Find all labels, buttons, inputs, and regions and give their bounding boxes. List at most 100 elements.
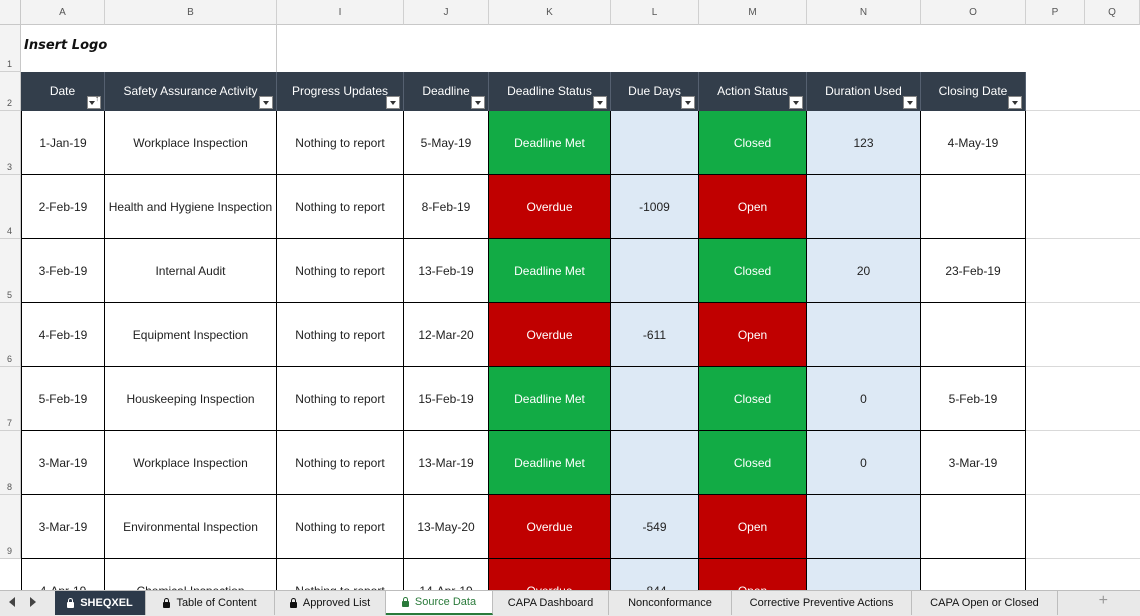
table-cell[interactable]: 2-Feb-19 <box>21 175 105 239</box>
table-cell[interactable]: 0 <box>807 431 921 495</box>
table-cell[interactable]: 13-May-20 <box>404 495 489 559</box>
row-header-6[interactable]: 6 <box>0 303 21 367</box>
sheet-tab-capa-open-or-closed[interactable]: CAPA Open or Closed <box>912 591 1058 615</box>
table-cell[interactable]: 123 <box>807 111 921 175</box>
table-cell[interactable]: -549 <box>611 495 699 559</box>
table-cell[interactable] <box>611 431 699 495</box>
table-cell[interactable]: Nothing to report <box>277 431 404 495</box>
table-cell[interactable]: Closed <box>699 367 807 431</box>
table-cell[interactable]: Houskeeping Inspection <box>105 367 277 431</box>
previous-sheet-icon[interactable] <box>9 597 15 607</box>
table-cell[interactable]: -611 <box>611 303 699 367</box>
table-cell[interactable] <box>921 495 1026 559</box>
table-cell[interactable]: Closed <box>699 111 807 175</box>
table-cell[interactable]: -1009 <box>611 175 699 239</box>
table-cell[interactable]: Overdue <box>489 175 611 239</box>
row-header-3[interactable]: 3 <box>0 111 21 175</box>
table-cell[interactable]: Deadline Met <box>489 367 611 431</box>
column-header-p[interactable]: P <box>1026 0 1085 25</box>
table-cell[interactable]: Workplace Inspection <box>105 111 277 175</box>
table-cell[interactable]: 3-Mar-19 <box>21 495 105 559</box>
table-cell[interactable]: 4-Feb-19 <box>21 303 105 367</box>
add-sheet-icon[interactable]: + <box>1098 592 1108 609</box>
table-cell[interactable]: 12-Mar-20 <box>404 303 489 367</box>
table-cell[interactable]: Health and Hygiene Inspection <box>105 175 277 239</box>
table-cell[interactable]: 1-Jan-19 <box>21 111 105 175</box>
sheet-tab-capa-dashboard[interactable]: CAPA Dashboard <box>493 591 609 615</box>
row-header-5[interactable]: 5 <box>0 239 21 303</box>
filter-dropdown-icon[interactable] <box>903 96 917 109</box>
column-header-k[interactable]: K <box>489 0 611 25</box>
column-header-m[interactable]: M <box>699 0 807 25</box>
table-cell[interactable]: 3-Mar-19 <box>21 431 105 495</box>
sheet-tab-table-of-content[interactable]: Table of Content <box>146 591 275 615</box>
table-cell[interactable]: 4-Apr-19 <box>21 559 105 590</box>
table-cell[interactable]: 5-Feb-19 <box>921 367 1026 431</box>
table-cell[interactable]: Nothing to report <box>277 559 404 590</box>
table-cell[interactable] <box>921 175 1026 239</box>
filter-dropdown-icon[interactable] <box>789 96 803 109</box>
table-cell[interactable]: Nothing to report <box>277 303 404 367</box>
table-cell[interactable]: Nothing to report <box>277 367 404 431</box>
table-cell[interactable]: Deadline Met <box>489 239 611 303</box>
column-header-o[interactable]: O <box>921 0 1026 25</box>
table-cell[interactable]: 20 <box>807 239 921 303</box>
table-cell[interactable]: Overdue <box>489 495 611 559</box>
table-cell[interactable] <box>807 495 921 559</box>
filter-dropdown-icon[interactable] <box>593 96 607 109</box>
table-cell[interactable]: Deadline Met <box>489 431 611 495</box>
table-cell[interactable]: 23-Feb-19 <box>921 239 1026 303</box>
row-header-1[interactable]: 1 <box>0 25 21 72</box>
table-cell[interactable]: Open <box>699 495 807 559</box>
row-header-8[interactable]: 8 <box>0 431 21 495</box>
filter-dropdown-icon[interactable] <box>681 96 695 109</box>
table-cell[interactable]: Deadline Met <box>489 111 611 175</box>
table-cell[interactable] <box>807 175 921 239</box>
table-cell[interactable] <box>611 111 699 175</box>
column-header-j[interactable]: J <box>404 0 489 25</box>
table-cell[interactable]: Nothing to report <box>277 111 404 175</box>
row-header-7[interactable]: 7 <box>0 367 21 431</box>
table-cell[interactable]: 8-Feb-19 <box>404 175 489 239</box>
table-cell[interactable] <box>921 559 1026 590</box>
table-cell[interactable]: 3-Feb-19 <box>21 239 105 303</box>
table-cell[interactable] <box>807 303 921 367</box>
select-all-corner[interactable] <box>0 0 21 25</box>
row-header-9[interactable]: 9 <box>0 495 21 559</box>
filter-dropdown-icon[interactable] <box>471 96 485 109</box>
table-cell[interactable]: Overdue <box>489 303 611 367</box>
table-cell[interactable]: 13-Mar-19 <box>404 431 489 495</box>
table-cell[interactable]: Overdue <box>489 559 611 590</box>
table-cell[interactable]: 0 <box>807 367 921 431</box>
table-cell[interactable]: 5-Feb-19 <box>21 367 105 431</box>
table-cell[interactable]: Closed <box>699 431 807 495</box>
sheet-tab-corrective-preventive-actions[interactable]: Corrective Preventive Actions <box>732 591 912 615</box>
filter-dropdown-icon[interactable] <box>259 96 273 109</box>
table-cell[interactable]: Closed <box>699 239 807 303</box>
table-cell[interactable]: 14-Apr-19 <box>404 559 489 590</box>
table-cell[interactable]: -844 <box>611 559 699 590</box>
table-cell[interactable]: Workplace Inspection <box>105 431 277 495</box>
table-cell[interactable] <box>611 239 699 303</box>
sheet-tab-source-data[interactable]: Source Data <box>386 591 493 615</box>
table-cell[interactable]: Equipment Inspection <box>105 303 277 367</box>
column-header-q[interactable]: Q <box>1085 0 1140 25</box>
table-cell[interactable]: Chemical Inspection <box>105 559 277 590</box>
table-cell[interactable]: Open <box>699 175 807 239</box>
column-header-n[interactable]: N <box>807 0 921 25</box>
table-cell[interactable]: Internal Audit <box>105 239 277 303</box>
row-header-4[interactable]: 4 <box>0 175 21 239</box>
table-cell[interactable]: 13-Feb-19 <box>404 239 489 303</box>
filter-dropdown-icon[interactable] <box>1008 96 1022 109</box>
table-cell[interactable]: 4-May-19 <box>921 111 1026 175</box>
column-header-i[interactable]: I <box>277 0 404 25</box>
table-cell[interactable]: Environmental Inspection <box>105 495 277 559</box>
column-header-a[interactable]: A <box>21 0 105 25</box>
table-cell[interactable]: Nothing to report <box>277 239 404 303</box>
sheet-tab-sheqxel[interactable]: SHEQXEL <box>55 591 146 615</box>
table-cell[interactable]: Nothing to report <box>277 175 404 239</box>
filter-dropdown-icon[interactable] <box>87 94 101 109</box>
table-cell[interactable] <box>611 367 699 431</box>
table-cell[interactable]: Open <box>699 303 807 367</box>
